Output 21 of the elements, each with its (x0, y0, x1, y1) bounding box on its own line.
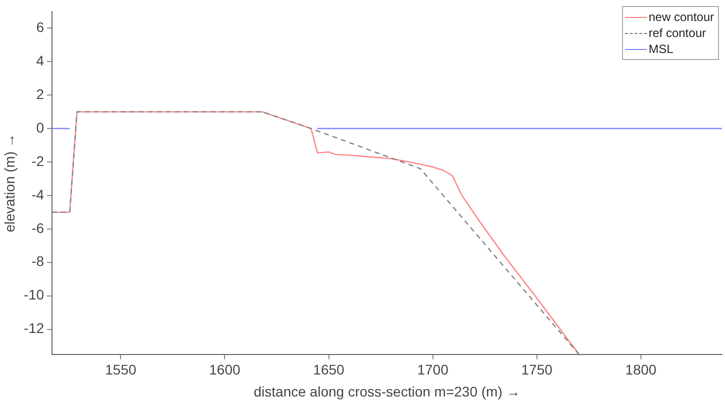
x-tick-label: 1800 (625, 362, 657, 378)
y-tick-label: -8 (32, 253, 44, 270)
legend-label: ref contour (648, 25, 706, 41)
y-tick-label: -4 (32, 186, 44, 202)
x-axis-title: distance along cross-section m=230 (m) → (254, 383, 520, 400)
y-tick-label: 6 (36, 18, 44, 35)
x-tick-label: 1700 (417, 362, 449, 378)
y-axis-title: elevation (m) → (1, 133, 18, 232)
x-tick-label: 1600 (209, 362, 241, 378)
y-tick-label: 0 (36, 119, 44, 136)
y-tick-label: -2 (32, 152, 44, 169)
x-tick-label: 1650 (313, 362, 345, 378)
legend-label: new contour (648, 9, 714, 25)
legend-label: MSL (648, 41, 674, 57)
x-tick-label: 1750 (521, 362, 553, 378)
x-tick-label: 1550 (105, 362, 136, 378)
y-tick-label: -6 (32, 220, 44, 236)
y-tick-label: 4 (36, 52, 44, 68)
y-tick-label: -10 (24, 286, 44, 303)
y-tick-label: 2 (36, 86, 44, 102)
y-tick-label: -12 (24, 320, 44, 336)
